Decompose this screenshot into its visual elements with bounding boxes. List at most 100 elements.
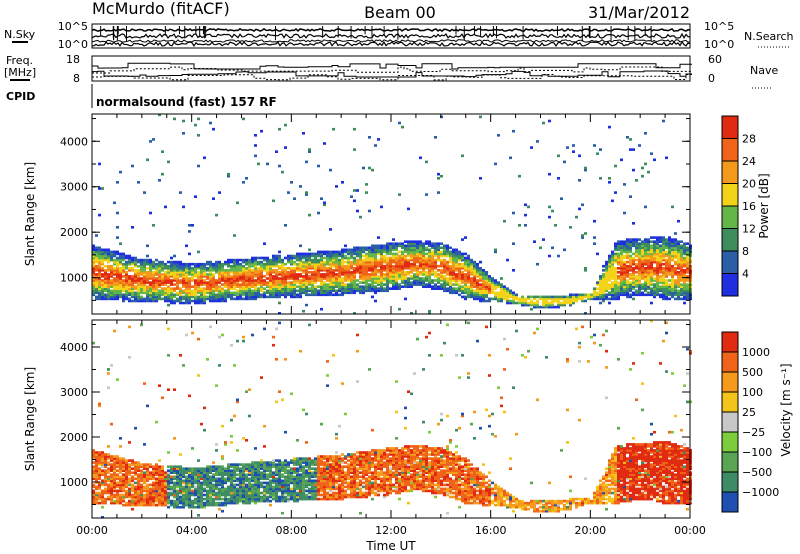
heatmap-cell: [437, 250, 440, 254]
heatmap-cell: [326, 260, 329, 264]
heatmap-cell: [179, 287, 182, 290]
heatmap-cell: [173, 487, 176, 491]
heatmap-cell: [185, 501, 188, 505]
heatmap-cell: [476, 271, 479, 274]
heatmap-cell: [359, 275, 362, 278]
heatmap-cell: [350, 254, 353, 258]
heatmap-cell: [299, 267, 302, 270]
heatmap-cell: [269, 262, 272, 266]
heatmap-cell: [215, 495, 218, 499]
heatmap-cell: [248, 495, 251, 499]
heatmap-cell: [182, 277, 185, 280]
heatmap-cell: [431, 273, 434, 276]
heatmap-cell: [173, 262, 176, 266]
heatmap-cell: [347, 248, 350, 252]
heatmap-cell: [95, 254, 98, 258]
heatmap-cell: [245, 485, 248, 489]
heatmap-cell: [179, 467, 182, 470]
heatmap-cell: [383, 269, 386, 272]
heatmap-cell: [641, 260, 644, 264]
heatmap-cell: [326, 250, 329, 254]
heatmap-cell: [167, 495, 170, 499]
heatmap-cell: [305, 262, 308, 266]
heatmap-cell: [620, 242, 623, 245]
heatmap-cell: [638, 238, 641, 241]
heatmap-cell: [194, 487, 197, 491]
heatmap-cell: [200, 279, 203, 282]
heatmap-cell: [404, 258, 407, 262]
heatmap-cell: [92, 287, 95, 290]
heatmap-cell: [260, 293, 263, 297]
heatmap-cell: [98, 289, 101, 293]
heatmap-cell: [449, 271, 452, 274]
heatmap-cell: [215, 384, 218, 387]
heatmap-cell: [179, 264, 182, 268]
heatmap-cell: [464, 297, 467, 301]
heatmap-cell: [284, 123, 287, 127]
heatmap-cell: [347, 277, 350, 280]
heatmap-cell: [461, 285, 464, 288]
heatmap-cell: [164, 491, 167, 495]
heatmap-cell: [377, 264, 380, 268]
heatmap-cell: [443, 269, 446, 272]
heatmap-cell: [425, 277, 428, 280]
heatmap-cell: [368, 250, 371, 254]
heatmap-cell: [683, 273, 686, 276]
heatmap-cell: [155, 469, 158, 472]
heatmap-cell: [554, 224, 557, 227]
heatmap-cell: [683, 275, 686, 278]
heatmap-cell: [251, 297, 254, 301]
heatmap-cell: [233, 234, 236, 237]
heatmap-cell: [272, 277, 275, 280]
heatmap-cell: [164, 275, 167, 278]
heatmap-cell: [140, 289, 143, 293]
heatmap-cell: [170, 503, 173, 507]
heatmap-cell: [416, 275, 419, 278]
heatmap-cell: [209, 483, 212, 487]
heatmap-cell: [197, 471, 200, 474]
heatmap-cell: [113, 485, 116, 489]
heatmap-cell: [185, 493, 188, 497]
heatmap-cell: [239, 475, 242, 479]
heatmap-cell: [314, 293, 317, 297]
heatmap-cell: [404, 277, 407, 280]
heatmap-cell: [428, 267, 431, 270]
heatmap-cell: [185, 277, 188, 280]
heatmap-cell: [332, 252, 335, 256]
heatmap-cell: [299, 273, 302, 276]
heatmap-cell: [158, 465, 161, 468]
heatmap-cell: [398, 260, 401, 264]
heatmap-cell: [173, 499, 176, 503]
heatmap-cell: [140, 489, 143, 493]
heatmap-cell: [632, 271, 635, 274]
heatmap-cell: [137, 481, 140, 485]
heatmap-cell: [374, 258, 377, 262]
y-tick-label: 2000: [60, 226, 88, 239]
heatmap-cell: [182, 262, 185, 266]
heatmap-cell: [200, 295, 203, 299]
heatmap-cell: [209, 295, 212, 299]
heatmap-cell: [275, 283, 278, 286]
heatmap-cell: [110, 473, 113, 476]
heatmap-cell: [404, 254, 407, 258]
heatmap-cell: [107, 485, 110, 489]
heatmap-cell: [557, 305, 560, 309]
heatmap-cell: [458, 293, 461, 297]
heatmap-cell: [626, 269, 629, 272]
heatmap-cell: [440, 258, 443, 262]
heatmap-cell: [137, 281, 140, 284]
heatmap-cell: [128, 285, 131, 288]
heatmap-cell: [167, 505, 170, 509]
heatmap-cell: [290, 287, 293, 290]
heatmap-cell: [221, 489, 224, 493]
heatmap-cell: [665, 244, 668, 248]
heatmap-cell: [182, 205, 185, 209]
heatmap-cell: [458, 277, 461, 280]
heatmap-cell: [224, 281, 227, 284]
heatmap-cell: [293, 256, 296, 260]
heatmap-cell: [224, 285, 227, 288]
heatmap-cell: [287, 273, 290, 276]
heatmap-cell: [680, 279, 683, 282]
heatmap-cell: [677, 264, 680, 268]
